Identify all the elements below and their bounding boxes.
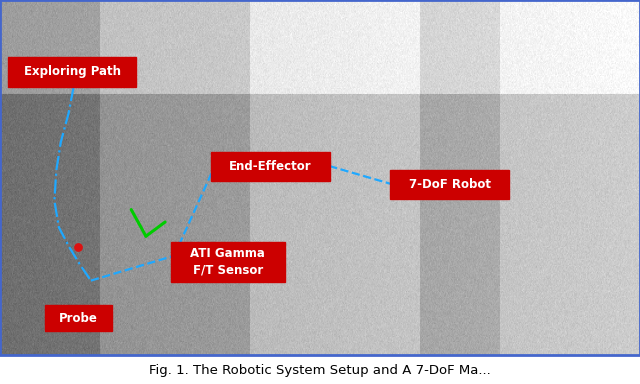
Text: Exploring Path: Exploring Path [24,65,121,78]
FancyBboxPatch shape [8,57,136,87]
Text: Fig. 1. The Robotic System Setup and A 7-DoF Ma...: Fig. 1. The Robotic System Setup and A 7… [149,364,491,377]
FancyBboxPatch shape [45,305,112,331]
Point [73,244,83,250]
Text: Probe: Probe [59,311,98,324]
FancyBboxPatch shape [211,152,330,181]
Text: 7-DoF Robot: 7-DoF Robot [408,178,491,191]
Text: ATI Gamma
F/T Sensor: ATI Gamma F/T Sensor [191,247,265,276]
FancyBboxPatch shape [171,242,285,282]
FancyBboxPatch shape [390,170,509,199]
Text: End-Effector: End-Effector [229,160,312,173]
